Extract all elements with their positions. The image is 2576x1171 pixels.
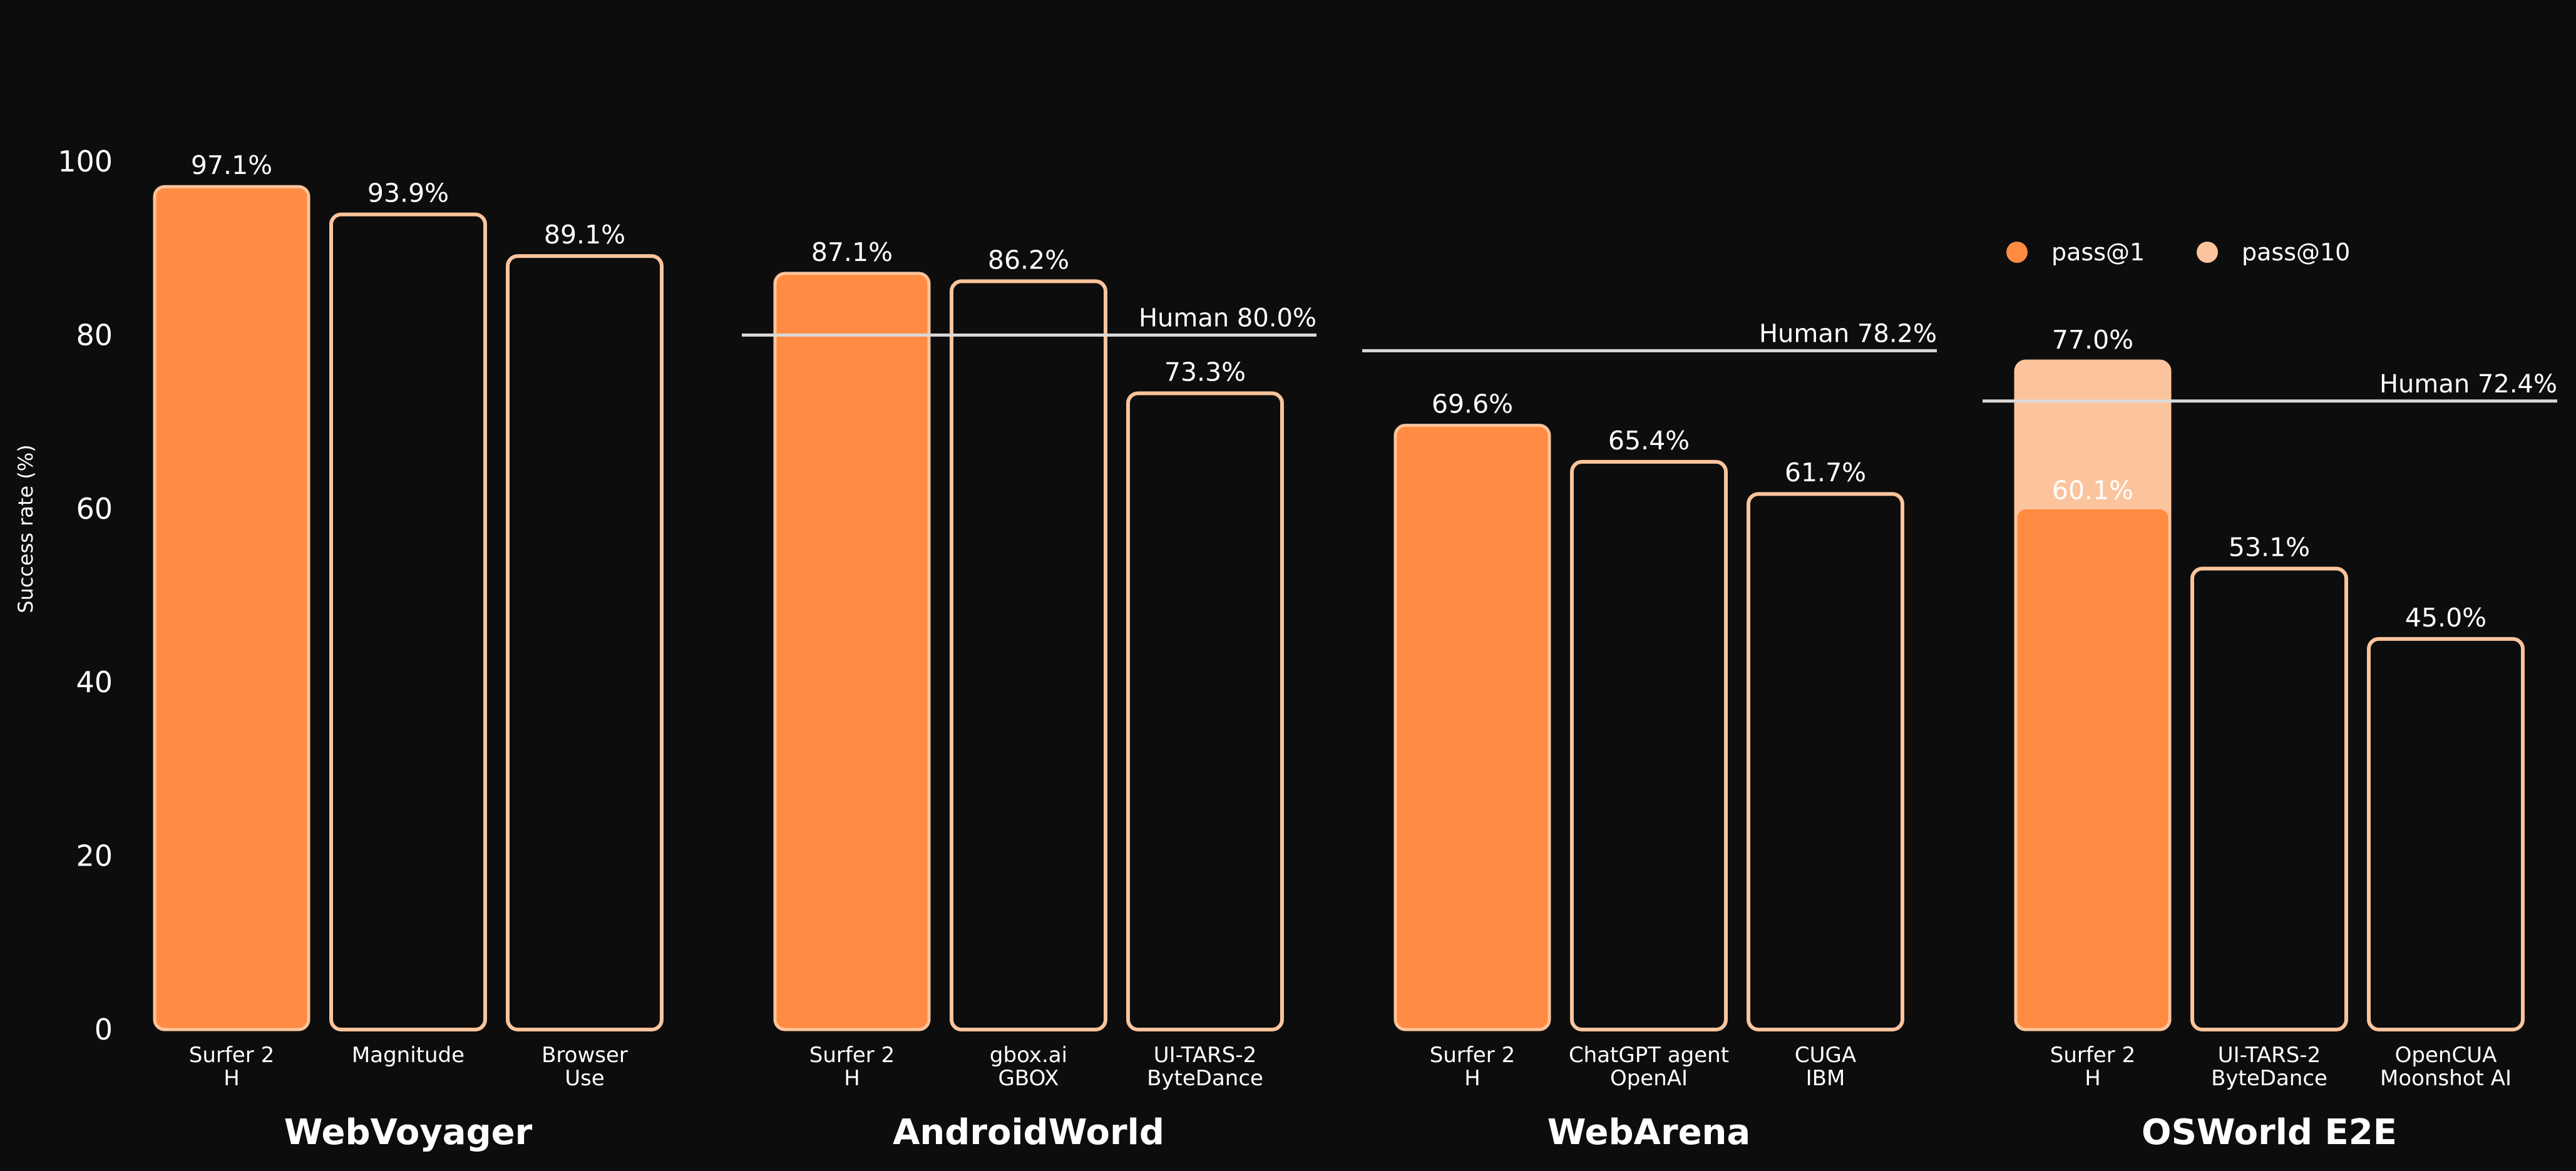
bar-category-label: Magnitude: [352, 1043, 464, 1068]
y-tick-label: 40: [76, 665, 113, 699]
bar-category-sublabel: H: [1464, 1066, 1480, 1091]
bar-category-label: ChatGPT agent: [1569, 1043, 1729, 1068]
human-baseline-label: Human 80.0%: [1139, 304, 1316, 332]
bar-outline: [1747, 492, 1904, 1031]
legend-swatch: [2006, 242, 2028, 263]
bar-category-label: gbox.ai: [990, 1043, 1067, 1068]
legend-swatch: [2197, 242, 2218, 263]
bar-pass1: [2014, 506, 2172, 1031]
bar-pass1: [1393, 424, 1551, 1031]
bar-category-sublabel: OpenAI: [1610, 1066, 1688, 1091]
bar-outline: [2190, 566, 2348, 1031]
bar-category-label: Surfer 2: [1430, 1043, 1515, 1068]
benchmark-title: WebVoyager: [284, 1112, 533, 1153]
bar-outline: [1570, 459, 1728, 1031]
y-tick-label: 80: [76, 318, 113, 352]
bar-value-label: 87.1%: [811, 237, 893, 267]
bar-category-sublabel: Moonshot AI: [2380, 1066, 2512, 1091]
bar-groups: 97.1%Surfer 2H93.9%Magnitude89.1%Browser…: [153, 150, 2557, 1153]
human-baseline-label: Human 78.2%: [1759, 319, 1937, 348]
bar-value-label: 69.6%: [1432, 389, 1513, 419]
y-tick-label: 0: [95, 1013, 113, 1046]
benchmark-title: WebArena: [1547, 1112, 1750, 1153]
bar-category-sublabel: H: [2085, 1066, 2101, 1091]
bar-category-sublabel: H: [223, 1066, 240, 1091]
bar-category-sublabel: Use: [565, 1066, 605, 1091]
bar-pass1: [773, 272, 931, 1031]
bar-value-label: 93.9%: [367, 178, 449, 208]
y-tick-label: 100: [58, 145, 113, 178]
bar-category-sublabel: GBOX: [998, 1066, 1059, 1091]
bar-value-label: 73.3%: [1164, 357, 1246, 387]
bar-category-label: UI-TARS-2: [2218, 1043, 2321, 1068]
bar-category-sublabel: ByteDance: [2211, 1066, 2327, 1091]
benchmark-title: OSWorld E2E: [2142, 1112, 2397, 1153]
bar-category-label: Surfer 2: [2050, 1043, 2135, 1068]
y-axis-label: Success rate (%): [14, 444, 38, 613]
bar-value-label: 89.1%: [544, 220, 625, 250]
legend: pass@1 pass@10: [2006, 238, 2350, 266]
bar-pass1: [153, 185, 310, 1031]
bar-category-label: Surfer 2: [189, 1043, 274, 1068]
bar-group: 77.0% 60.1% Surfer 2H 53.1% UI-TARS-2ByteDan…: [1983, 325, 2557, 1153]
legend-label: pass@1: [2051, 238, 2145, 266]
bar-value-label: 86.2%: [988, 245, 1069, 275]
bar-category-label: Browser: [541, 1043, 628, 1068]
bar-value-label: 61.7%: [1785, 458, 1866, 488]
bar-category-label: Surfer 2: [809, 1043, 895, 1068]
bar-outline: [506, 254, 664, 1032]
y-tick-label: 20: [76, 839, 113, 873]
y-axis-ticks: 0 20 40 60 80 100: [58, 145, 113, 1046]
y-tick-label: 60: [76, 492, 113, 526]
bar-category-label: CUGA: [1795, 1043, 1856, 1068]
bar-category-sublabel: IBM: [1806, 1066, 1845, 1091]
bar-category-sublabel: H: [844, 1066, 860, 1091]
bar-category-label: UI-TARS-2: [1154, 1043, 1257, 1068]
bar-value-label: 65.4%: [1608, 426, 1690, 456]
bar-value-label: 53.1%: [2229, 533, 2310, 563]
bar-value-label: 45.0%: [2405, 603, 2486, 633]
bar-group: 97.1% Surfer 2H 93.9% Magnitude 89.1% Browser…: [153, 150, 664, 1153]
bar-value-label: 77.0%: [2052, 325, 2133, 355]
bar-value-label: 60.1%: [2052, 475, 2133, 505]
human-baseline-label: Human 72.4%: [2379, 370, 2557, 399]
bar-category-sublabel: ByteDance: [1147, 1066, 1263, 1091]
bar-outline: [329, 212, 487, 1031]
bar-outline: [950, 279, 1107, 1031]
bar-value-label: 97.1%: [191, 150, 272, 180]
bar-category-label: OpenCUA: [2395, 1043, 2497, 1068]
benchmark-title: AndroidWorld: [893, 1112, 1164, 1153]
legend-label: pass@10: [2242, 238, 2350, 266]
bar-outline: [1126, 391, 1284, 1031]
bar-outline: [2367, 637, 2525, 1031]
